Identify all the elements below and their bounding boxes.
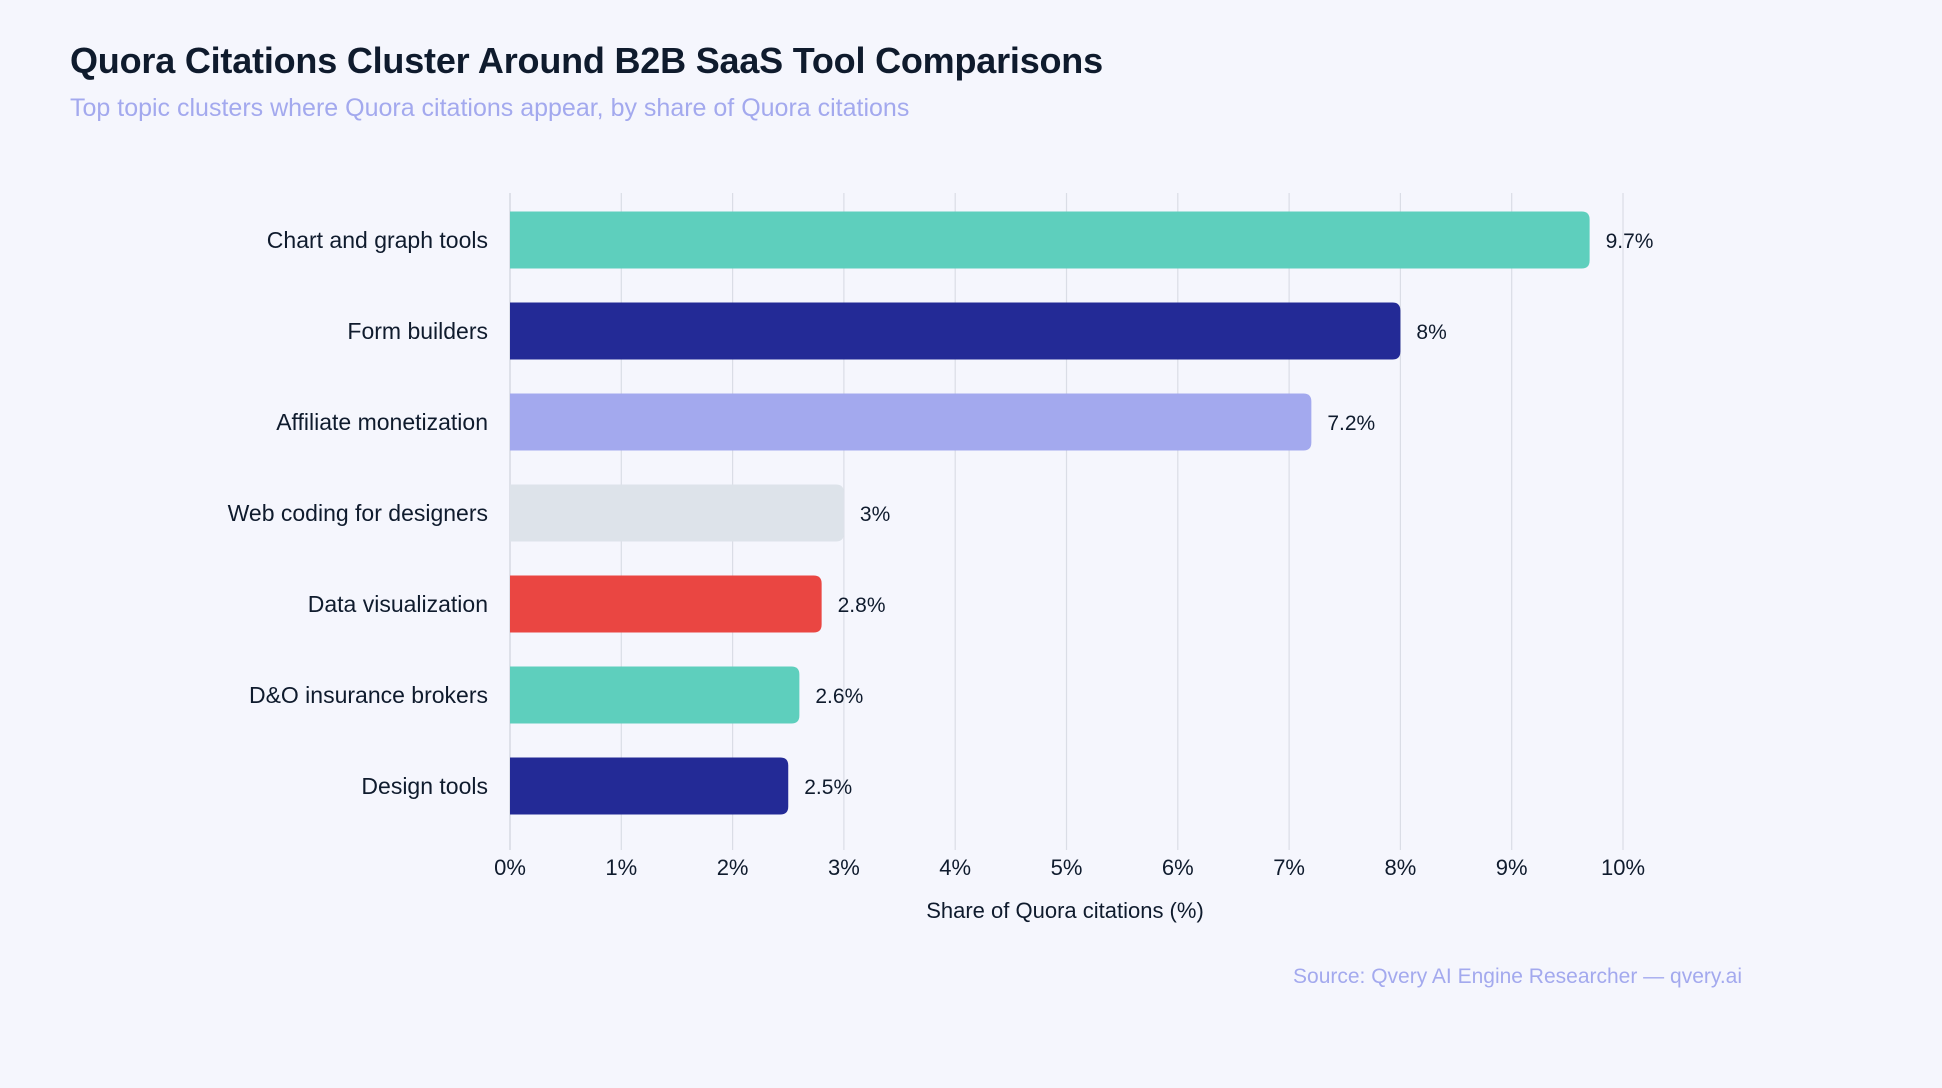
x-axis-title: Share of Quora citations (%) xyxy=(926,898,1204,923)
bar xyxy=(510,666,800,724)
x-tick-label: 0% xyxy=(494,855,526,880)
x-axis-ticks: 0% 1% 2% 3% 4% 5% 6% 7% 8% 9% 10% xyxy=(494,855,1645,880)
value-label: 7.2% xyxy=(1327,412,1375,435)
category-labels: Chart and graph tools Form builders Affili… xyxy=(228,227,488,799)
x-tick-label: 5% xyxy=(1051,855,1083,880)
value-label: 2.8% xyxy=(838,594,886,617)
category-label: Data visualization xyxy=(308,591,488,617)
x-tick-label: 10% xyxy=(1601,855,1645,880)
x-tick-label: 8% xyxy=(1385,855,1417,880)
bar xyxy=(510,211,1590,269)
chart-subtitle: Top topic clusters where Quora citations… xyxy=(70,94,910,122)
x-tick-label: 3% xyxy=(828,855,860,880)
value-labels: 9.7% 8% 7.2% 3% 2.8% 2.6% 2.5% xyxy=(804,230,1653,799)
x-tick-label: 1% xyxy=(605,855,637,880)
value-label: 2.6% xyxy=(815,685,863,708)
value-label: 3% xyxy=(860,503,890,526)
bars xyxy=(510,211,1590,815)
x-tick-label: 2% xyxy=(717,855,749,880)
x-tick-label: 4% xyxy=(939,855,971,880)
category-label: Design tools xyxy=(361,773,488,799)
bar xyxy=(510,302,1401,360)
x-tick-label: 6% xyxy=(1162,855,1194,880)
x-tick-label: 7% xyxy=(1273,855,1305,880)
x-tick-label: 9% xyxy=(1496,855,1528,880)
source-note: Source: Qvery AI Engine Researcher — qve… xyxy=(1293,965,1742,988)
value-label: 9.7% xyxy=(1606,230,1654,253)
bar xyxy=(510,393,1312,451)
bar xyxy=(510,757,789,815)
category-label: Web coding for designers xyxy=(228,500,488,526)
category-label: Affiliate monetization xyxy=(276,409,488,435)
chart-title: Quora Citations Cluster Around B2B SaaS … xyxy=(70,40,1103,81)
category-label: Chart and graph tools xyxy=(267,227,488,253)
category-label: D&O insurance brokers xyxy=(249,682,488,708)
bar xyxy=(510,575,822,633)
bar xyxy=(510,484,844,542)
value-label: 8% xyxy=(1416,321,1446,344)
value-label: 2.5% xyxy=(804,776,852,799)
category-label: Form builders xyxy=(347,318,488,344)
